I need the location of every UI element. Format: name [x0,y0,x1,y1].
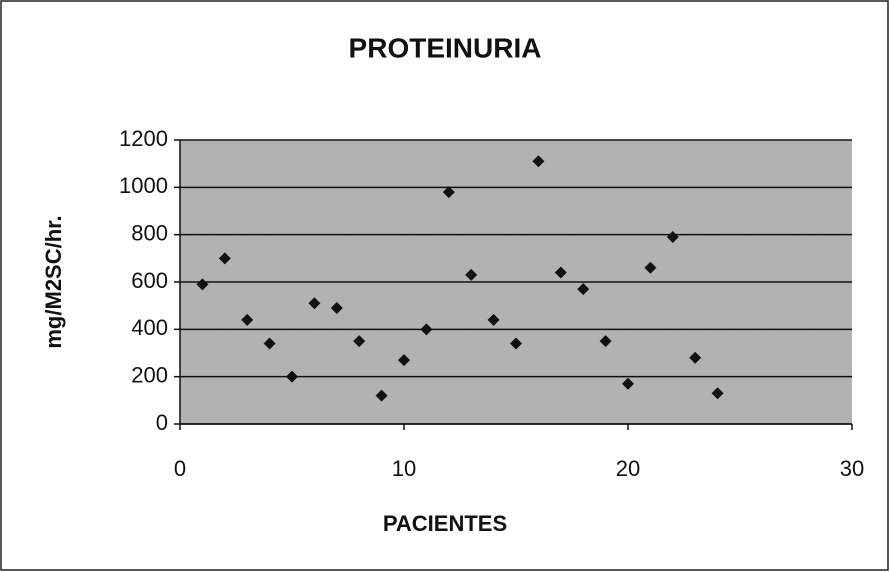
point [689,351,702,364]
point [510,337,522,350]
x-tick-label: 10 [392,456,416,481]
y-tick-label: 200 [131,362,168,387]
y-tick-label: 600 [131,268,168,293]
x-tick-label: 0 [174,456,186,481]
point [263,337,276,350]
y-axis-label: mg/M2SC/hr. [41,215,66,348]
point [487,313,500,326]
y-tick-label: 1000 [119,173,168,198]
x-tick-label: 30 [840,456,864,481]
x-tick-label: 20 [616,456,640,481]
point [532,155,545,168]
point [420,323,433,336]
point [554,266,567,279]
point [218,252,231,265]
point [711,387,724,400]
y-tick-label: 400 [131,315,168,340]
point [398,354,410,367]
point [577,283,590,296]
point [330,302,343,315]
x-axis-label: PACIENTES [383,511,507,536]
point [286,370,298,383]
point [599,335,612,348]
point [353,335,366,348]
chart-title: PROTEINURIA [349,32,542,63]
point [465,268,478,281]
point [308,297,321,310]
y-tick-label: 800 [131,220,168,245]
point [644,261,657,274]
y-tick-label: 0 [156,410,168,435]
point [442,186,455,199]
y-tick-label: 1200 [119,126,168,151]
point [375,389,388,402]
point [622,377,634,390]
point [666,231,679,244]
point [196,278,209,291]
point [241,313,254,326]
